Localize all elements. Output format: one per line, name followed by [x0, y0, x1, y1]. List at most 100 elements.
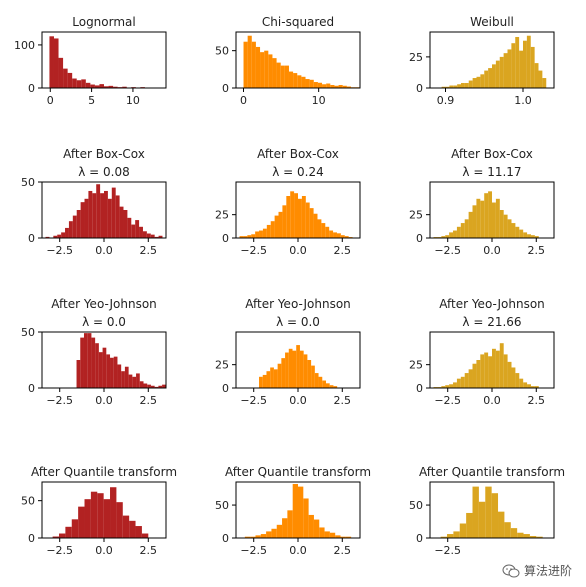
histogram-bar	[335, 535, 341, 538]
histogram-bar	[445, 385, 450, 388]
histogram-bar	[447, 534, 454, 538]
y-tick-label: 50	[409, 499, 423, 512]
histogram-bar	[104, 190, 108, 238]
histogram-bar	[445, 235, 450, 238]
y-tick-label: 0	[416, 232, 423, 245]
histogram-bar	[65, 526, 72, 538]
histogram-bar	[538, 70, 543, 88]
histogram-bar	[484, 352, 489, 388]
histogram-bar	[262, 374, 267, 388]
histogram-bar	[115, 195, 120, 238]
x-tick-label: 1.0	[514, 94, 532, 107]
x-tick-label: 0.0	[289, 394, 307, 407]
histogram-bar	[313, 519, 320, 538]
x-tick-label: −2.5	[240, 244, 267, 257]
histogram-bar	[270, 221, 275, 238]
subplot-10: After Quantile transform −2.5 0.0 2.5 0 50	[21, 465, 177, 557]
histogram-bar	[453, 382, 457, 388]
histogram-bar	[147, 384, 151, 388]
x-tick-label: 0.0	[289, 244, 307, 257]
histogram-bar	[131, 224, 136, 238]
histogram-bar	[97, 493, 104, 538]
histogram-bar	[243, 41, 248, 88]
x-tick-label: −2.5	[240, 544, 267, 557]
histogram-bar	[301, 196, 306, 238]
y-tick-label: 0	[28, 232, 35, 245]
x-tick-label: 0.0	[95, 244, 113, 257]
subplot-4: After Box-Cox λ = 0.08 −2.5 0.0 2.5 0 50	[21, 147, 167, 257]
histogram-bar	[542, 78, 547, 88]
histogram-bar	[330, 85, 335, 88]
histogram-bar	[251, 234, 256, 238]
y-tick-label: 25	[215, 359, 229, 372]
x-tick-label: 0	[47, 94, 54, 107]
x-tick-label: 0	[240, 94, 247, 107]
histogram-bar	[298, 486, 304, 538]
histogram-bar	[129, 520, 136, 538]
x-tick-label: 0.0	[95, 394, 113, 407]
wechat-icon	[502, 564, 520, 577]
histogram-bar	[468, 211, 473, 238]
histogram-bar	[491, 493, 499, 538]
histogram-bar	[485, 486, 492, 538]
y-tick-label: 0	[28, 532, 35, 545]
histogram-bar	[127, 217, 132, 238]
y-tick-label: 0	[222, 382, 229, 395]
histogram-bar	[288, 71, 294, 88]
histogram-bar	[340, 536, 346, 538]
histogram-bar	[464, 83, 469, 88]
histogram-bar	[340, 235, 345, 238]
histogram-bar	[293, 73, 298, 88]
histogram-bar	[488, 68, 492, 88]
histogram-bar	[260, 534, 267, 538]
histogram-bar	[100, 193, 104, 238]
histogram-bar	[111, 187, 116, 238]
histogram-bar	[526, 35, 531, 88]
histogram-bar	[81, 79, 86, 88]
x-tick-label: 2.5	[528, 394, 546, 407]
histogram-bar	[298, 198, 302, 238]
subplot-title: λ = 11.17	[462, 165, 521, 179]
histogram-bar	[311, 365, 315, 388]
y-tick-label: 0	[416, 382, 423, 395]
histogram-bar	[305, 79, 310, 88]
y-tick-label: 50	[21, 176, 35, 189]
x-tick-label: 0.9	[437, 94, 455, 107]
histogram-bar	[266, 371, 271, 388]
histogram-bar	[313, 82, 318, 88]
subplot-3: Weibull 0.9 1.0 0 25	[409, 15, 555, 107]
histogram-bar	[296, 345, 300, 388]
histogram-bar	[284, 65, 289, 88]
histogram-bar	[65, 227, 69, 238]
histogram-bar	[136, 373, 140, 388]
histogram-bar	[468, 369, 473, 388]
subplot-title: Lognormal	[72, 15, 135, 29]
histogram-bar	[468, 80, 473, 88]
histogram-bar	[139, 226, 143, 238]
histogram-bar	[68, 221, 73, 238]
histogram-bar	[53, 38, 59, 88]
histogram-bar	[301, 76, 306, 88]
histogram-bar	[449, 232, 454, 238]
histogram-bar	[116, 502, 123, 538]
histogram-bar	[260, 52, 265, 88]
histogram-bar	[278, 211, 283, 238]
histogram-bar	[303, 354, 308, 388]
histogram-bar	[85, 82, 91, 88]
histogram-bar	[472, 205, 477, 238]
histogram-bar	[103, 499, 111, 538]
histogram-bar	[510, 528, 518, 538]
histogram-bar	[492, 348, 496, 388]
histogram-bar	[61, 232, 66, 238]
histogram-bar	[488, 356, 492, 388]
histogram-bar	[128, 374, 133, 388]
histogram-bar	[244, 536, 251, 538]
y-tick-label: 0	[222, 532, 229, 545]
y-tick-label: 50	[215, 499, 229, 512]
histogram-bar	[158, 385, 163, 388]
histogram-bar	[484, 70, 489, 88]
y-tick-label: 50	[21, 495, 35, 508]
histogram-bar	[282, 518, 288, 538]
